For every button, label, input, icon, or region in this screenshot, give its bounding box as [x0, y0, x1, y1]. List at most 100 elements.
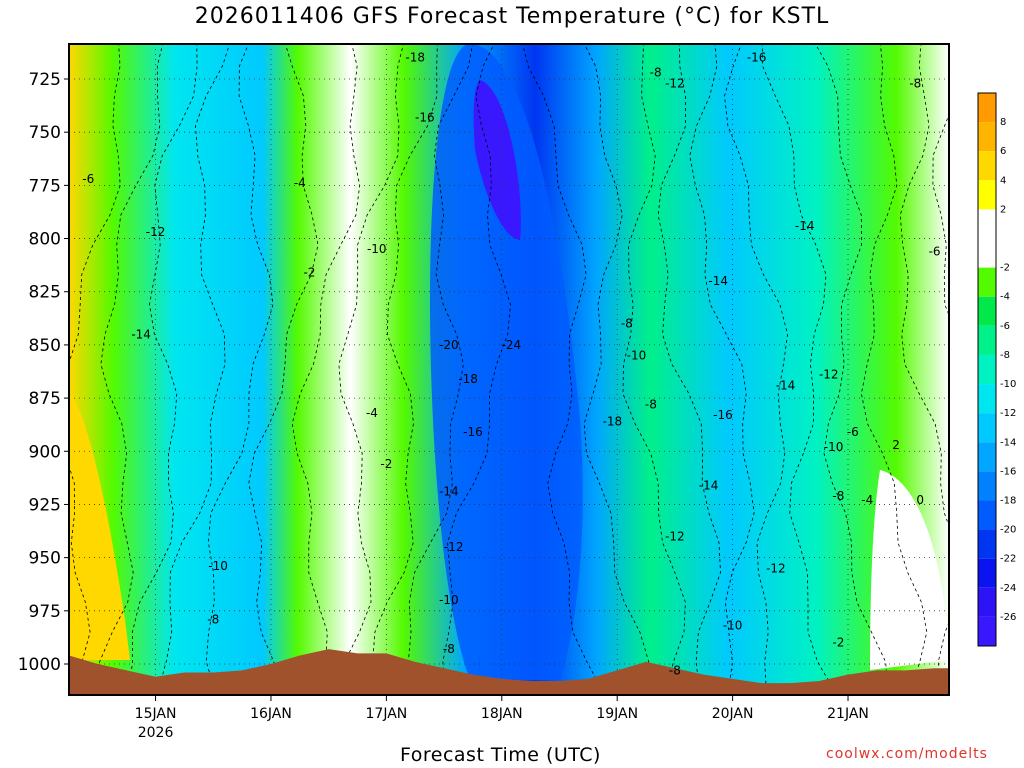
- contour-label: -16: [747, 51, 767, 65]
- x-tick-label: 17JAN: [366, 706, 408, 722]
- contour-line: [583, 44, 650, 692]
- contour-line: [95, 44, 164, 692]
- contour-lines: [69, 44, 949, 692]
- colorbar-swatch: [978, 296, 996, 326]
- contour-label: -8: [645, 397, 657, 411]
- contour-line: [522, 44, 604, 692]
- contour-label: -8: [650, 66, 662, 80]
- grid-lines: [69, 44, 949, 695]
- y-tick-label: 1000: [18, 655, 61, 675]
- contour-line: [205, 44, 274, 692]
- contour-label: -12: [819, 368, 839, 382]
- contour-labels: -24-20-18-18-18-16-16-16-16-14-14-14-14-…: [82, 51, 940, 678]
- contour-label: -8: [832, 489, 844, 503]
- contour-label: -10: [627, 349, 647, 363]
- contour-label: -4: [294, 176, 306, 190]
- contour-label: -20: [439, 338, 459, 352]
- colorbar-label: -14: [1000, 437, 1016, 448]
- colorbar-label: -16: [1000, 466, 1016, 477]
- plot-frame: [68, 43, 950, 696]
- contour-label: -8: [207, 612, 219, 626]
- contour-line: [815, 44, 889, 692]
- contour-label: -14: [131, 327, 151, 341]
- contour-label: -10: [723, 619, 743, 633]
- contour-label: -18: [405, 51, 425, 65]
- colorbar-label: -22: [1000, 554, 1016, 565]
- contour-line: [761, 44, 836, 692]
- colorbar-label: 2: [1000, 204, 1006, 215]
- colorbar-swatch: [978, 238, 996, 268]
- contour-line: [337, 44, 404, 692]
- contour-label: -6: [929, 244, 941, 258]
- colorbar-label: -26: [1000, 612, 1016, 623]
- colorbar-swatch: [978, 587, 996, 617]
- contour-line: [157, 44, 230, 692]
- colorbar-label: 6: [1000, 146, 1006, 157]
- y-tick-label: 800: [29, 230, 61, 250]
- colorbar-label: 4: [1000, 175, 1006, 186]
- colorbar-swatch: [978, 558, 996, 588]
- contour-line: [442, 44, 511, 692]
- credit-link[interactable]: coolwx.com/modelts: [826, 746, 988, 762]
- colorbar-swatch: [978, 616, 996, 646]
- contour-label: 0: [916, 493, 924, 507]
- x-tick-label: 19JAN: [596, 706, 638, 722]
- contour-label: -14: [776, 378, 796, 392]
- y-tick-label: 975: [29, 602, 61, 622]
- x-tick-label: 20JAN: [712, 706, 754, 722]
- contour-label: -24: [502, 338, 522, 352]
- contour-label: -10: [824, 440, 844, 454]
- contour-label: -12: [146, 225, 166, 239]
- contour-line: [899, 44, 949, 692]
- x-axis: 15JAN 2026 16JAN 17JAN 18JAN 19JAN 20JAN 21JAN: [135, 695, 869, 741]
- contour-label: -8: [909, 76, 921, 90]
- y-tick-label: 850: [29, 336, 61, 356]
- y-tick-label: 775: [29, 176, 61, 196]
- contour-label: -2: [832, 636, 844, 650]
- colorbar-swatch: [978, 442, 996, 472]
- contour-label: -4: [861, 493, 873, 507]
- terrain-surface: [69, 649, 949, 695]
- colorbar-swatch: [978, 267, 996, 297]
- colorbar-label: -10: [1000, 379, 1016, 390]
- contour-line: [689, 44, 755, 692]
- colorbar-swatch: [978, 209, 996, 239]
- colorbar-swatch: [978, 122, 996, 152]
- x-axis-label: Forecast Time (UTC): [400, 744, 601, 766]
- y-axis: 725 750 775 800 825 850 875 900 925 950 975 1000: [18, 70, 69, 675]
- contour-label: -16: [463, 425, 483, 439]
- contour-label: 2: [892, 438, 900, 452]
- contour-label: -2: [380, 457, 392, 471]
- y-tick-label: 875: [29, 389, 61, 409]
- warm-region-right: [870, 470, 949, 670]
- contour-line: [371, 44, 438, 692]
- contour-label: -14: [708, 274, 728, 288]
- colorbar-label: 8: [1000, 117, 1006, 128]
- colorbar-swatch: [978, 413, 996, 443]
- contour-label: -16: [415, 110, 435, 124]
- x-tick-label: 16JAN: [250, 706, 292, 722]
- contour-line: [128, 44, 198, 692]
- colorbar-label: -2: [1000, 263, 1010, 274]
- colorbar-swatch: [978, 325, 996, 355]
- warm-region-left: [69, 390, 130, 660]
- contour-label: -8: [621, 317, 633, 331]
- contour-label: -14: [439, 485, 459, 499]
- colorbar-frame: [977, 92, 997, 647]
- colorbar-label: -8: [1000, 350, 1010, 361]
- chart-title: 2026011406 GFS Forecast Temperature (°C)…: [194, 4, 830, 29]
- colorbar-swatch: [978, 354, 996, 385]
- contour-line: [69, 44, 121, 692]
- contour-label: -4: [366, 406, 378, 420]
- colorbar: 8 6 4 2 -2 -4 -6 -8 -10 -12 -14 -16 -18 -20 -22 -24 -26: [977, 92, 1016, 647]
- x-tick-label: 15JAN: [135, 706, 177, 722]
- y-tick-label: 950: [29, 549, 61, 569]
- colorbar-swatch: [978, 471, 996, 501]
- contour-line: [622, 44, 686, 692]
- y-tick-label: 750: [29, 123, 61, 143]
- contour-line: [724, 44, 789, 692]
- colorbar-label: -20: [1000, 525, 1016, 536]
- colorbar-swatch: [978, 384, 996, 414]
- plot-area: -24-20-18-18-18-16-16-16-16-14-14-14-14-…: [69, 44, 949, 695]
